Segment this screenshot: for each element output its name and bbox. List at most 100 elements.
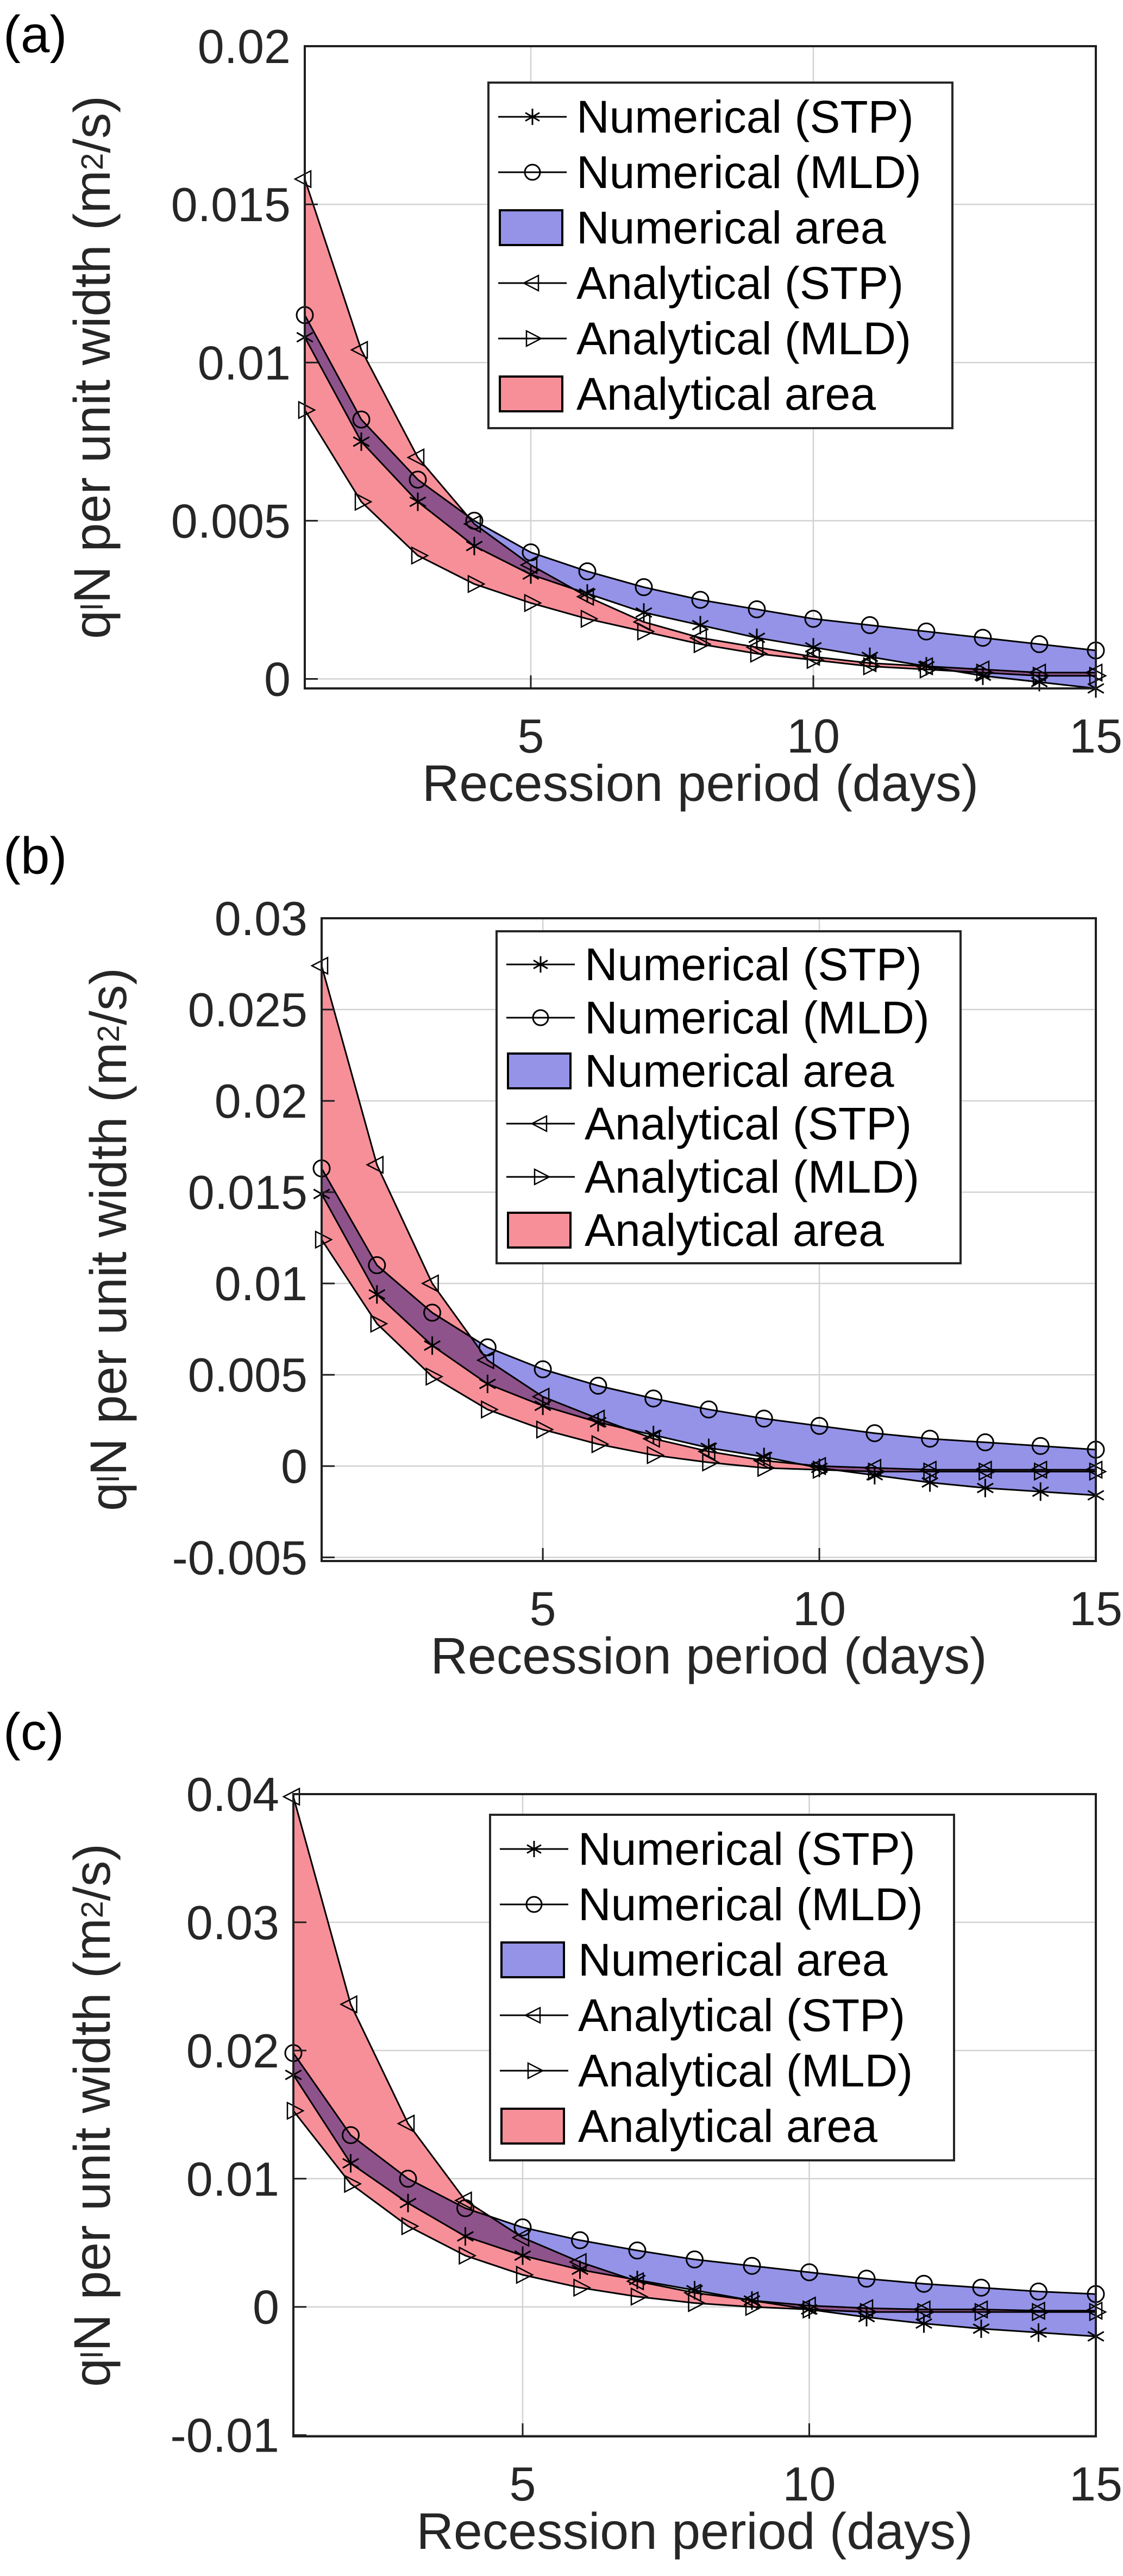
legend-item: Analytical area bbox=[497, 367, 944, 421]
legend-item: Numerical (STP) bbox=[499, 1822, 945, 1876]
legend-item-label: Numerical (MLD) bbox=[576, 147, 921, 198]
tick-marks bbox=[294, 1793, 1097, 2436]
legend-item: Analytical (MLD) bbox=[499, 2044, 945, 2097]
line-triangle-left-icon bbox=[505, 1102, 579, 1145]
legend-item: Numerical (STP) bbox=[505, 938, 952, 991]
legend-item-label: Analytical (MLD) bbox=[576, 313, 912, 364]
legend-item: Analytical area bbox=[499, 2099, 945, 2153]
y-tick-labels: 0.04 0.03 0.02 0.01 0 -0.01 bbox=[170, 1768, 279, 2462]
svg-text:5: 5 bbox=[530, 1582, 556, 1635]
plot-area-a: 0.02 0.015 0.01 0.005 0 5 10 15 bbox=[171, 20, 1122, 763]
svg-text:0.005: 0.005 bbox=[188, 1348, 308, 1402]
legend-item: Numerical area bbox=[497, 201, 944, 254]
legend-item: Analytical (STP) bbox=[499, 1989, 945, 2042]
series-line bbox=[292, 2052, 1096, 2295]
x-axis-label-b: Recession period (days) bbox=[430, 1627, 987, 1685]
y-tick-labels: 0.03 0.025 0.02 0.015 0.01 0.005 0 -0.005 bbox=[172, 892, 308, 1584]
series-line bbox=[304, 315, 1096, 651]
line-asterisk-icon bbox=[499, 1827, 573, 1871]
legend-item: Analytical (STP) bbox=[505, 1097, 952, 1150]
panel-letter-a: (a) bbox=[3, 5, 67, 64]
legend-item-label: Analytical (MLD) bbox=[585, 1151, 920, 1203]
line-triangle-right-icon bbox=[497, 317, 571, 360]
line-triangle-left-icon bbox=[497, 261, 571, 305]
x-tick-labels: 5 10 15 bbox=[530, 1582, 1122, 1635]
x-axis-label-c: Recession period (days) bbox=[416, 2503, 973, 2560]
svg-text:0.04: 0.04 bbox=[186, 1768, 279, 1821]
svg-text:15: 15 bbox=[1069, 709, 1122, 763]
legend-item: Analytical (MLD) bbox=[505, 1150, 952, 1204]
legend-item: Numerical area bbox=[499, 1933, 945, 1986]
x-tick-labels: 5 10 15 bbox=[518, 709, 1122, 763]
svg-text:-0.005: -0.005 bbox=[172, 1531, 308, 1584]
svg-text:0.01: 0.01 bbox=[198, 336, 291, 390]
area-bands bbox=[293, 1796, 1096, 2336]
panel-letter-b: (b) bbox=[3, 827, 67, 885]
legend-box-c: Numerical (STP) Numerical (MLD) Numerica… bbox=[489, 1814, 955, 2161]
series-line bbox=[292, 2110, 1096, 2313]
series-line bbox=[304, 409, 1096, 677]
legend-item-label: Numerical (MLD) bbox=[585, 992, 930, 1043]
svg-text:0.03: 0.03 bbox=[186, 1896, 279, 1950]
svg-text:0: 0 bbox=[281, 1439, 308, 1493]
tick-marks bbox=[306, 45, 1097, 687]
legend-item-label: Numerical area bbox=[578, 1934, 888, 1985]
legend-item-label: Numerical (STP) bbox=[578, 1823, 915, 1875]
line-triangle-right-icon bbox=[505, 1155, 579, 1199]
panel-letter-c: (c) bbox=[3, 1703, 64, 1761]
svg-text:0.015: 0.015 bbox=[188, 1165, 308, 1219]
legend-item-label: Analytical area bbox=[585, 1205, 884, 1256]
svg-text:10: 10 bbox=[787, 709, 840, 763]
tick-marks bbox=[323, 917, 1097, 1560]
line-circle-icon bbox=[505, 996, 579, 1039]
line-triangle-right-icon bbox=[499, 2049, 573, 2092]
numerical-area-swatch-icon bbox=[505, 1049, 579, 1093]
svg-text:10: 10 bbox=[783, 2457, 836, 2511]
line-asterisk-icon bbox=[505, 943, 579, 986]
numerical-area-band bbox=[293, 2053, 1096, 2336]
series-markers bbox=[282, 1787, 1107, 2346]
svg-text:0.01: 0.01 bbox=[215, 1257, 308, 1311]
legend-item-label: Numerical area bbox=[585, 1045, 894, 1096]
numerical-area-swatch-icon bbox=[499, 1938, 573, 1982]
axes-frame bbox=[304, 45, 1097, 690]
area-bands bbox=[322, 966, 1096, 1496]
svg-text:-0.01: -0.01 bbox=[170, 2409, 279, 2462]
numerical-area-band bbox=[305, 315, 1096, 688]
legend-item: Analytical (STP) bbox=[497, 256, 944, 310]
legend-item: Numerical (MLD) bbox=[505, 991, 952, 1044]
legend-item: Numerical (STP) bbox=[497, 90, 944, 143]
area-bands bbox=[305, 179, 1096, 688]
plot-area-c: 0.04 0.03 0.02 0.01 0 -0.01 5 10 15 bbox=[170, 1768, 1122, 2511]
legend-item-label: Analytical area bbox=[578, 2101, 877, 2152]
svg-text:0.015: 0.015 bbox=[171, 178, 291, 231]
legend-item-label: Numerical (MLD) bbox=[578, 1879, 923, 1930]
line-circle-icon bbox=[499, 1883, 573, 1926]
svg-text:15: 15 bbox=[1069, 2457, 1122, 2511]
numerical-area-swatch-icon bbox=[497, 206, 571, 249]
legend-box-a: Numerical (STP) Numerical (MLD) Numerica… bbox=[487, 82, 953, 429]
legend-item-label: Analytical (STP) bbox=[578, 1990, 906, 2041]
legend-item: Numerical (MLD) bbox=[497, 146, 944, 199]
legend-item: Analytical (MLD) bbox=[497, 312, 944, 365]
svg-text:0: 0 bbox=[264, 653, 291, 706]
y-tick-labels: 0.02 0.015 0.01 0.005 0 bbox=[171, 20, 291, 706]
series-line bbox=[304, 179, 1096, 674]
axes-frame bbox=[292, 1793, 1097, 2437]
svg-text:0.02: 0.02 bbox=[186, 2024, 279, 2078]
line-triangle-left-icon bbox=[499, 1994, 573, 2037]
svg-text:0.025: 0.025 bbox=[188, 983, 308, 1037]
svg-text:10: 10 bbox=[793, 1582, 846, 1635]
legend-item-label: Numerical (STP) bbox=[585, 938, 922, 990]
svg-text:0.02: 0.02 bbox=[215, 1074, 308, 1128]
svg-text:0.03: 0.03 bbox=[215, 892, 308, 945]
legend-item-label: Analytical (STP) bbox=[576, 258, 904, 309]
line-circle-icon bbox=[497, 151, 571, 194]
analytical-area-swatch-icon bbox=[499, 2104, 573, 2148]
svg-text:0.005: 0.005 bbox=[171, 494, 291, 548]
legend-item-label: Numerical (STP) bbox=[576, 91, 914, 142]
x-tick-labels: 5 10 15 bbox=[510, 2457, 1122, 2511]
series-line bbox=[321, 1168, 1096, 1451]
legend-item-label: Analytical (STP) bbox=[585, 1098, 912, 1150]
svg-text:5: 5 bbox=[518, 709, 544, 763]
